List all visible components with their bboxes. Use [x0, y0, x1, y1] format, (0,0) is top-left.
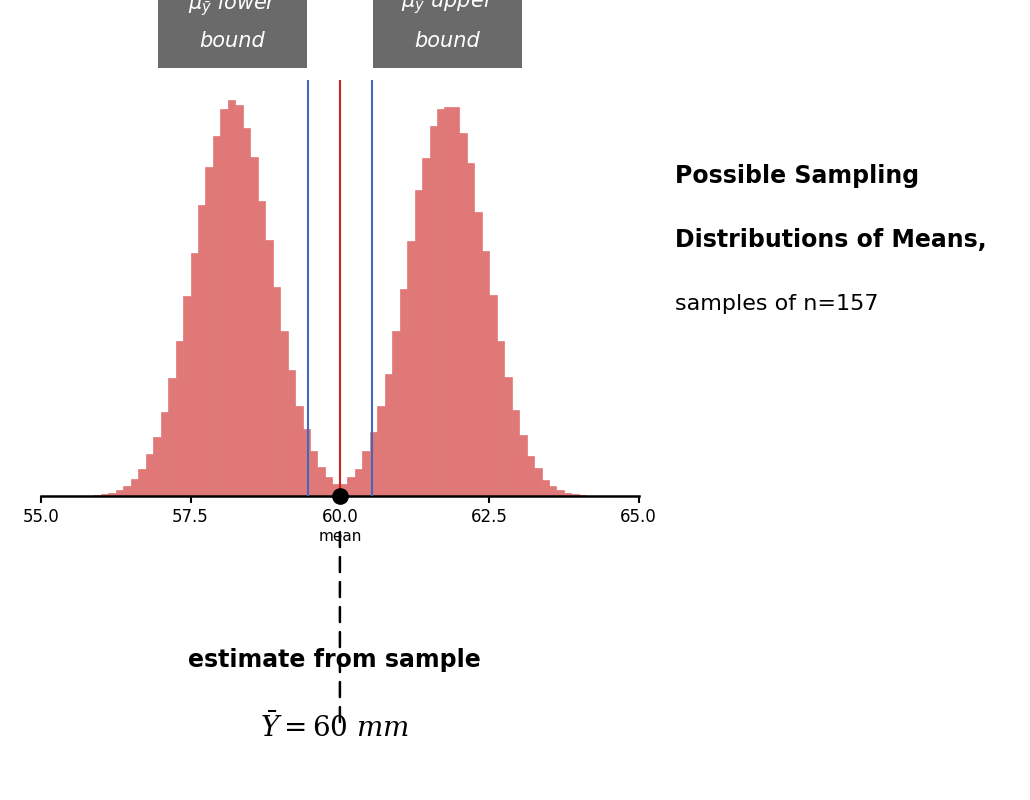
Bar — [452, 106, 459, 496]
Bar — [287, 370, 296, 496]
Bar — [512, 410, 519, 496]
Bar — [131, 479, 138, 496]
Bar — [542, 480, 549, 496]
Bar — [333, 489, 340, 496]
Bar — [564, 493, 572, 496]
Bar — [168, 378, 176, 496]
Bar — [138, 469, 146, 496]
Bar — [400, 290, 407, 496]
Bar — [310, 451, 317, 496]
Bar — [363, 451, 370, 496]
Bar — [340, 490, 347, 496]
Text: Possible Sampling: Possible Sampling — [675, 164, 919, 188]
Bar — [317, 467, 324, 496]
Bar — [347, 477, 355, 496]
Text: bound: bound — [414, 31, 480, 51]
Bar — [280, 331, 287, 496]
Bar — [354, 494, 363, 496]
Bar — [317, 494, 324, 496]
Text: Distributions of Means,: Distributions of Means, — [675, 228, 987, 252]
Bar — [243, 128, 250, 496]
Bar — [347, 493, 355, 496]
Bar — [161, 411, 168, 496]
Bar — [556, 490, 564, 496]
Text: $\mu_{\bar{y}}$ upper: $\mu_{\bar{y}}$ upper — [401, 0, 494, 15]
Bar — [445, 107, 452, 496]
Bar — [474, 212, 482, 496]
Bar — [94, 495, 101, 496]
Bar — [124, 486, 131, 496]
Bar — [325, 477, 333, 496]
Bar — [145, 454, 153, 496]
Bar — [467, 163, 475, 496]
Bar — [422, 158, 430, 496]
Bar — [206, 167, 213, 496]
Bar — [504, 377, 512, 496]
Bar — [535, 469, 542, 496]
Bar — [333, 484, 340, 496]
Bar — [108, 493, 116, 496]
Bar — [519, 435, 526, 496]
Bar — [101, 494, 108, 496]
Bar — [459, 133, 467, 496]
Bar — [183, 295, 191, 496]
Bar — [496, 341, 505, 496]
Bar — [549, 486, 556, 496]
Bar — [377, 406, 385, 496]
Bar — [153, 437, 161, 496]
Bar — [235, 105, 243, 496]
Bar — [526, 455, 535, 496]
Bar — [572, 494, 579, 496]
Bar — [296, 406, 303, 496]
Bar — [325, 492, 333, 496]
Bar — [415, 190, 422, 496]
Bar — [213, 136, 220, 496]
Bar — [489, 295, 496, 496]
Bar — [340, 484, 347, 496]
Bar — [250, 157, 258, 496]
Bar — [258, 201, 266, 496]
Bar — [370, 432, 377, 496]
Bar — [354, 469, 363, 496]
Bar — [363, 495, 370, 496]
Text: bound: bound — [200, 31, 266, 51]
Bar — [198, 205, 205, 496]
Bar — [265, 240, 273, 496]
Bar — [482, 251, 489, 496]
Bar — [437, 109, 444, 496]
Bar — [273, 287, 280, 496]
Text: mean: mean — [318, 530, 362, 544]
Text: $\bar{Y} = 60\ mm$: $\bar{Y} = 60\ mm$ — [261, 713, 409, 743]
Bar — [115, 490, 124, 496]
Bar — [191, 253, 198, 496]
Bar — [228, 100, 236, 496]
Text: $\mu_{\bar{y}}$ lower: $\mu_{\bar{y}}$ lower — [187, 0, 277, 18]
Bar — [220, 109, 228, 496]
Bar — [430, 126, 437, 496]
Bar — [303, 430, 310, 496]
Bar — [310, 495, 317, 496]
Text: samples of n=157: samples of n=157 — [675, 294, 879, 314]
Bar — [579, 495, 586, 496]
Bar — [407, 241, 414, 496]
Bar — [384, 374, 392, 496]
Bar — [392, 330, 400, 496]
Bar — [176, 341, 183, 496]
Text: estimate from sample: estimate from sample — [188, 648, 481, 672]
